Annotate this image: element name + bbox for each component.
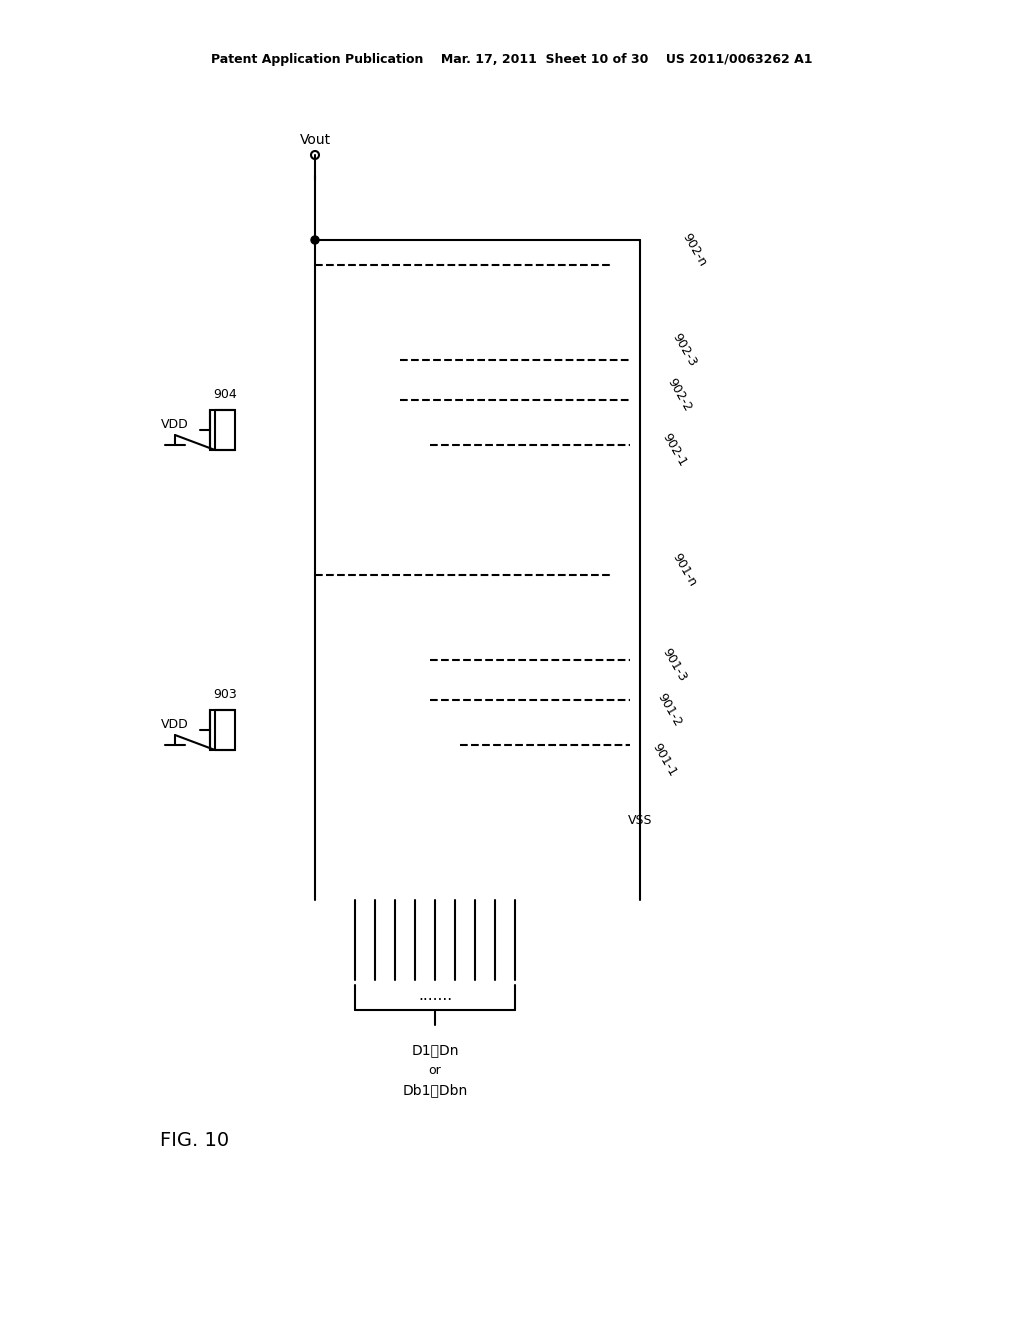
Text: 901-3: 901-3: [660, 645, 689, 684]
Text: Patent Application Publication    Mar. 17, 2011  Sheet 10 of 30    US 2011/00632: Patent Application Publication Mar. 17, …: [211, 54, 813, 66]
Text: VSS: VSS: [628, 813, 652, 826]
Text: 902-1: 902-1: [660, 432, 689, 469]
Bar: [210, 710, 234, 750]
Text: 904: 904: [213, 388, 237, 401]
Text: D1～Dn: D1～Dn: [412, 1043, 459, 1057]
Text: VDD: VDD: [161, 718, 188, 731]
Text: VDD: VDD: [161, 418, 188, 432]
Text: 901-2: 901-2: [655, 692, 684, 729]
Text: Db1～Dbn: Db1～Dbn: [402, 1082, 468, 1097]
Text: 901-n: 901-n: [670, 552, 699, 589]
Text: FIG. 10: FIG. 10: [160, 1130, 229, 1150]
Bar: [210, 411, 234, 450]
Text: 902-3: 902-3: [670, 331, 699, 368]
Text: 902-2: 902-2: [665, 376, 694, 414]
Text: Vout: Vout: [299, 133, 331, 147]
Text: or: or: [429, 1064, 441, 1077]
Text: 903: 903: [213, 689, 237, 701]
Text: .......: .......: [418, 987, 452, 1002]
Text: 902-n: 902-n: [680, 231, 710, 269]
Circle shape: [311, 236, 319, 244]
Text: 901-1: 901-1: [650, 741, 679, 779]
